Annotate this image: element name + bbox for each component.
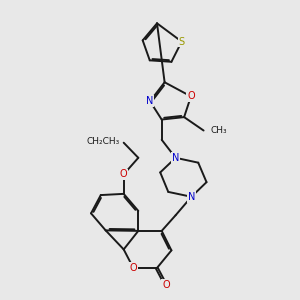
Text: N: N [146,96,154,106]
Text: S: S [178,37,185,46]
Text: O: O [162,280,169,290]
Text: N: N [172,153,179,163]
Text: CH₂CH₃: CH₂CH₃ [87,137,120,146]
Text: CH₃: CH₃ [210,126,227,135]
Text: O: O [187,92,195,101]
Text: O: O [120,169,127,179]
Text: N: N [188,192,195,202]
Text: O: O [130,263,137,273]
